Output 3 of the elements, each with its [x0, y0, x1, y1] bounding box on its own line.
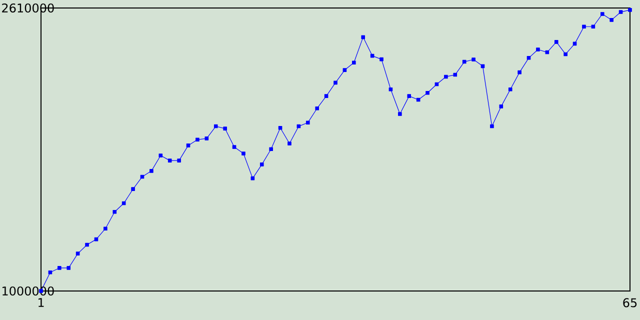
y-tick-label: 2610000	[2, 3, 54, 13]
x-tick-label: 65	[623, 298, 637, 308]
x-tick-label: 1	[38, 298, 44, 307]
